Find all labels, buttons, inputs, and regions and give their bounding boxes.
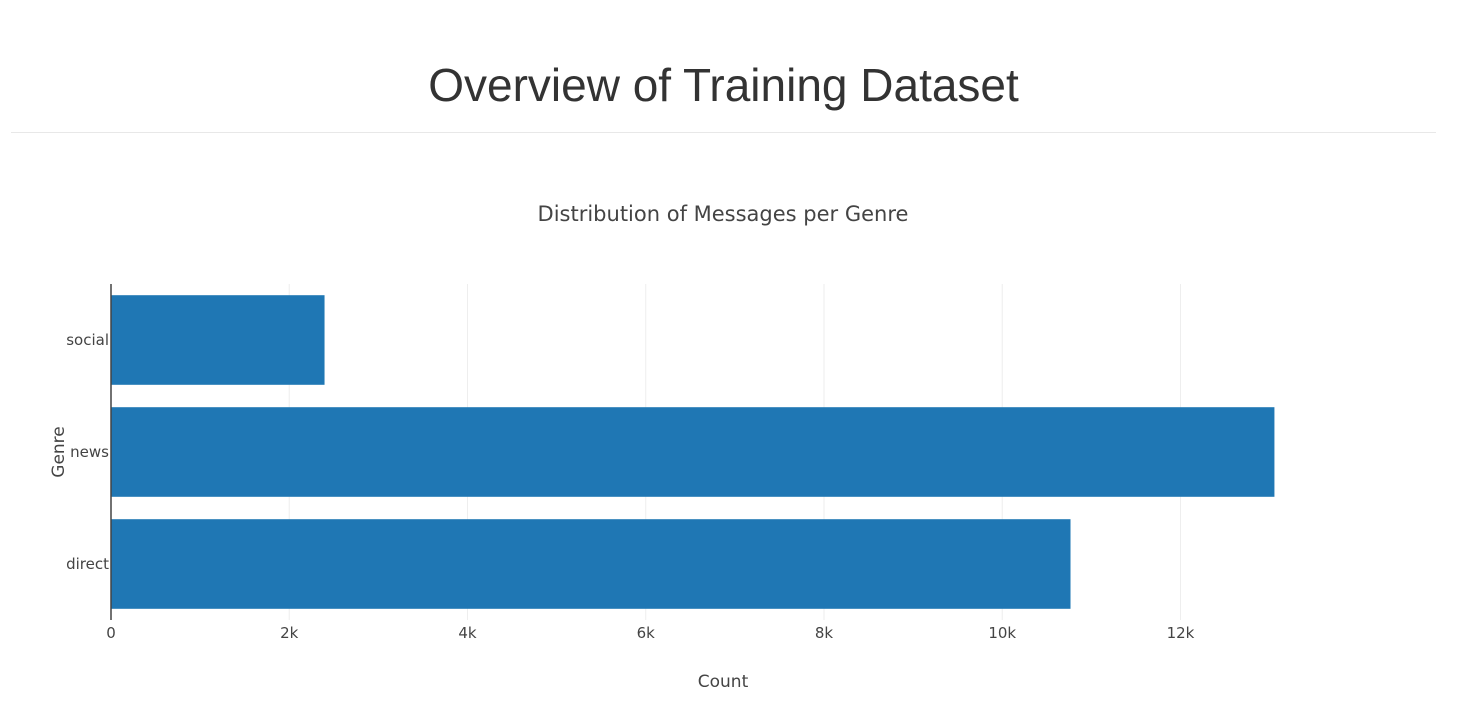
bars (111, 295, 1275, 609)
chart-title: Distribution of Messages per Genre (538, 202, 909, 226)
x-tick-label: 2k (280, 624, 299, 642)
x-tick-label: 0 (106, 624, 116, 642)
x-axis-label: Count (698, 672, 749, 692)
y-tick-label-social: social (66, 331, 109, 349)
y-axis-label: Genre (49, 426, 69, 477)
x-tick-label: 10k (988, 624, 1016, 642)
x-tick-labels: 0 2k 4k 6k 8k 10k 12k (106, 624, 1194, 642)
x-tick-label: 4k (458, 624, 477, 642)
y-tick-label-direct: direct (66, 555, 109, 573)
bar-direct (111, 519, 1071, 609)
y-tick-label-news: news (70, 443, 109, 461)
bar-social (111, 295, 325, 385)
title-divider (11, 132, 1436, 133)
bar-news (111, 407, 1275, 497)
page-title: Overview of Training Dataset (428, 59, 1019, 111)
x-tick-label: 12k (1167, 624, 1195, 642)
y-tick-labels: direct news social (66, 331, 109, 573)
x-tick-label: 6k (637, 624, 656, 642)
x-tick-label: 8k (815, 624, 834, 642)
